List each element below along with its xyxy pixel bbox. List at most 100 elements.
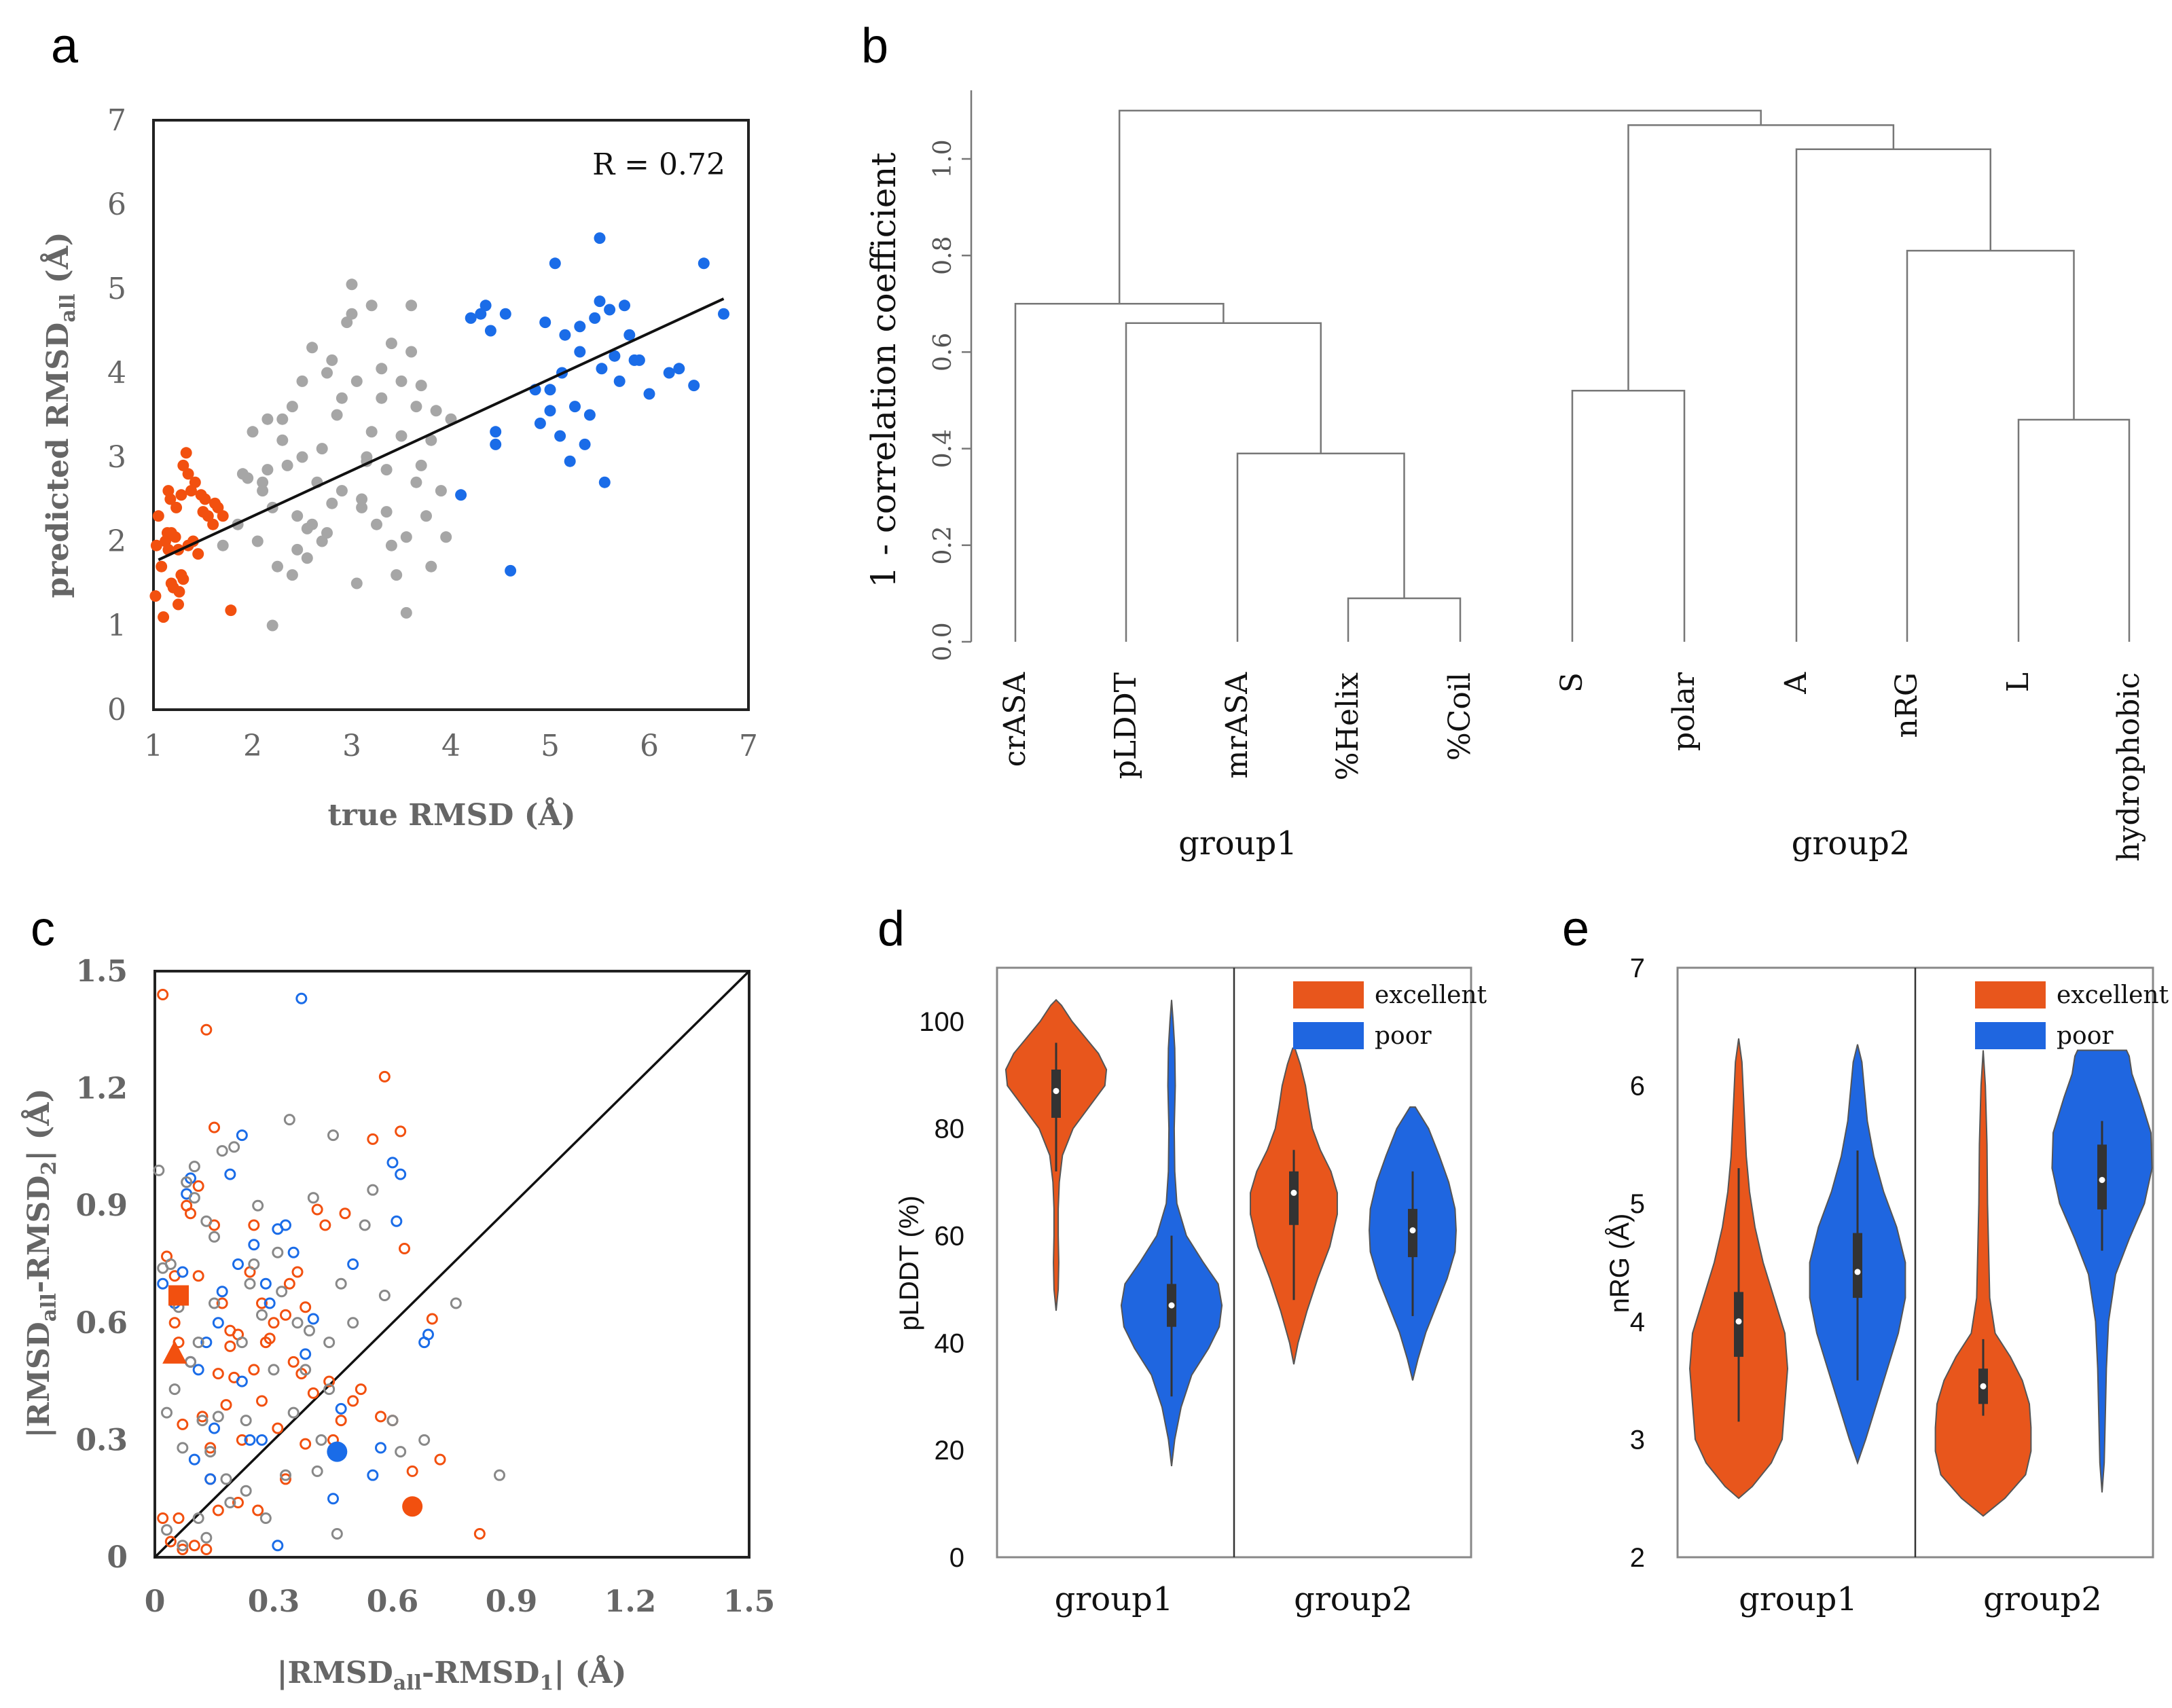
panel-c-point-other <box>236 1337 248 1349</box>
panel-b-leaf-label: A <box>1779 672 1813 695</box>
panel-a-point-intermediate <box>261 413 274 425</box>
panel-c-point-other <box>248 1258 260 1270</box>
panel-a-point-intermediate <box>425 434 437 446</box>
panel-a-point-intermediate <box>356 493 368 505</box>
panel-c-point-excellent <box>220 1399 232 1411</box>
panel-c-ylabel: |RMSDall-RMSD2| (Å) <box>20 1089 61 1438</box>
panel-c-xlabel-mid: -RMSD <box>422 1656 539 1690</box>
panel-a-point-intermediate <box>385 539 397 551</box>
panel-c-xtick-label: 1.2 <box>604 1584 657 1619</box>
panel-a-point-intermediate <box>420 510 432 522</box>
panel-a-point-intermediate <box>336 485 348 497</box>
panel-c-point-excellent <box>287 1356 300 1368</box>
panel-c-point-poor <box>422 1328 434 1341</box>
panel-c-point-poor <box>295 992 308 1004</box>
panel-a-point-poor <box>544 405 556 417</box>
panel-c-point-other <box>188 1192 200 1204</box>
panel-violin-ytick-label: 7 <box>1630 953 1645 983</box>
panel-violin-ytick-label: 40 <box>935 1328 965 1358</box>
panel-b-ytick-label: 1.0 <box>929 139 957 178</box>
panel-c-x-ticks: 0 0.3 0.6 0.9 1.2 1.5 <box>145 1584 776 1619</box>
panel-d-category-labels: group1 group2 <box>1055 1580 1413 1618</box>
panel-a-point-excellent <box>217 510 229 522</box>
panel-c-point-other <box>240 1415 252 1427</box>
panel-c-point-other <box>331 1527 343 1540</box>
panel-c-point-other <box>188 1161 200 1173</box>
panel-c-point-other <box>192 1512 204 1524</box>
panel-a-point-intermediate <box>415 380 427 392</box>
violin-median <box>1290 1189 1297 1196</box>
panel-violin-ytick-label: 5 <box>1630 1189 1645 1219</box>
panel-a-point-excellent <box>149 590 162 602</box>
panel-a-xtick-label: 6 <box>640 729 659 763</box>
panel-d-legend: excellent poor <box>1293 981 1487 1050</box>
panel-c-point-poor <box>232 1258 244 1270</box>
panel-c-point-other <box>177 1540 189 1552</box>
panel-c-point-excellent <box>173 1512 185 1524</box>
panel-c-xtick-label: 0.3 <box>248 1584 300 1619</box>
panel-a-point-intermediate <box>251 535 264 547</box>
panel-a-point-intermediate <box>261 464 274 476</box>
panel-violin-category-label: group1 <box>1739 1580 1858 1618</box>
panel-d-y-ticks: 0 20 40 60 80 100 <box>919 1007 964 1573</box>
panel-c-point-excellent <box>399 1242 410 1254</box>
panel-a-frame <box>152 119 750 711</box>
panel-violin-ytick-label: 0 <box>949 1543 964 1573</box>
panel-c-point-poor <box>236 1375 248 1387</box>
panel-a-point-poor <box>663 367 675 379</box>
panel-c-point-excellent <box>280 1473 291 1485</box>
panel-c-point-poor <box>327 1493 339 1505</box>
panel-a-point-intermediate <box>286 569 298 581</box>
panel-b-ytick-label: 0.4 <box>929 429 957 468</box>
panel-a-point-intermediate <box>276 413 289 425</box>
panel-c-point-other <box>367 1184 379 1196</box>
panel-c-point-poor <box>248 1239 260 1251</box>
panel-a-ytick-label: 3 <box>107 440 126 475</box>
panel-c-point-excellent <box>200 1543 213 1555</box>
panel-violin-legend-label-poor: poor <box>1375 1022 1432 1050</box>
panel-c-point-other <box>177 1442 189 1454</box>
panel-b-leaf-label: L <box>2001 672 2035 692</box>
panel-c-point-other <box>240 1485 252 1497</box>
panel-c-point-other <box>161 1524 173 1536</box>
panel-a-point-intermediate <box>395 375 408 387</box>
panel-a-point-poor <box>698 257 710 270</box>
panel-b-ytick-label: 0.2 <box>929 526 957 564</box>
panel-c-point-excellent <box>188 1540 200 1552</box>
panel-a-point-poor <box>534 417 546 429</box>
panel-a-point-intermediate <box>430 405 442 417</box>
violin-iqr-box <box>1289 1171 1299 1225</box>
panel-c-ylabel-suffix: | (Å) <box>20 1089 56 1161</box>
panel-c-point-excellent <box>216 1297 228 1309</box>
panel-a-ytick-label: 5 <box>107 272 126 306</box>
panel-violin-legend-label-poor: poor <box>2057 1022 2114 1050</box>
panel-c-point-excellent <box>212 1368 224 1380</box>
violin-median <box>1409 1227 1416 1234</box>
panel-c-point-excellent <box>319 1219 331 1231</box>
panel-c-point-poor <box>259 1277 272 1290</box>
panel-a-point-intermediate <box>391 569 403 581</box>
panel-c-point-other <box>378 1290 391 1302</box>
panel-c-point-excellent <box>323 1375 336 1387</box>
panel-a-xtick-label: 3 <box>342 729 361 763</box>
panel-letter-c: c <box>31 902 55 956</box>
panel-c-point-excellent <box>300 1301 312 1313</box>
panel-a-point-intermediate <box>376 392 388 404</box>
panel-c-point-excellent <box>248 1219 260 1231</box>
panel-violin-legend-swatch-excellent <box>1293 981 1364 1009</box>
panel-c-point-other <box>181 1176 193 1188</box>
panel-a-point-intermediate <box>326 354 338 366</box>
panel-letter-e: e <box>1562 902 1589 956</box>
panel-b-leaf-label: polar <box>1667 672 1701 751</box>
violin-median <box>1053 1087 1060 1094</box>
panel-a-point-excellent <box>152 510 164 522</box>
panel-c-point-other <box>272 1246 284 1258</box>
panel-c-point-other <box>276 1286 288 1298</box>
panel-a-point-intermediate <box>291 543 304 556</box>
panel-a-point-intermediate <box>350 577 363 589</box>
panel-c-xlabel-sub1: all <box>393 1671 422 1695</box>
panel-violin-ytick-label: 100 <box>919 1007 964 1037</box>
panel-e-violins <box>1688 1038 2153 1517</box>
panel-a-point-poor <box>569 401 581 413</box>
